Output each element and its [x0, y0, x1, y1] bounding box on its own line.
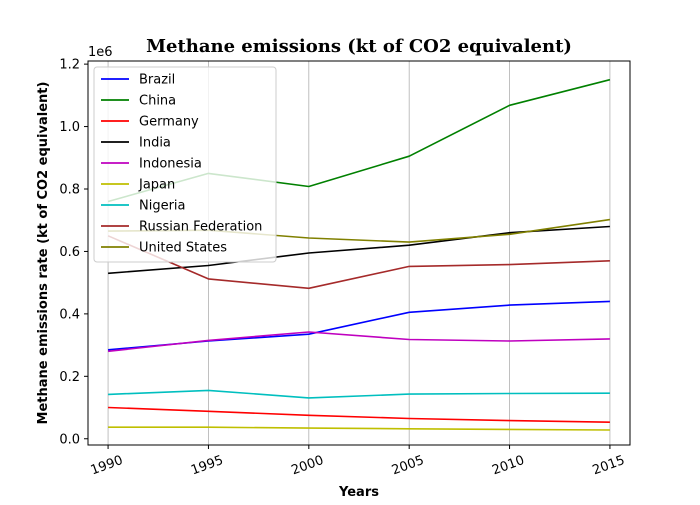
legend-label: China — [139, 94, 176, 109]
x-axis-label: Years — [338, 485, 379, 500]
series-line-nigeria — [108, 389, 610, 399]
y-tick-label: 0.2 — [59, 370, 80, 385]
legend-box — [93, 66, 277, 263]
series-line-russian-federation — [107, 235, 610, 290]
plot-frame — [87, 60, 631, 446]
y-axis-label: Methane emissions rate (kt of CO2 equiva… — [36, 82, 51, 425]
y-tick-label: 0.4 — [59, 307, 80, 322]
chart-title: Methane emissions (kt of CO2 equivalent) — [146, 36, 572, 57]
series-line-japan — [108, 426, 610, 431]
y-axis-ticks: 0.0 0.2 0.4 0.6 0.8 1.0 1.2 — [59, 58, 88, 447]
legend-label: Japan — [138, 178, 175, 193]
legend-label: Brazil — [139, 73, 175, 88]
series-line-germany — [108, 406, 610, 423]
y-tick-label: 1.2 — [59, 58, 80, 73]
y-tick-label: 0.0 — [59, 432, 80, 447]
legend: Brazil China Germany India Indonesia Japan Nig… — [93, 66, 277, 263]
series-line-indonesia — [108, 331, 610, 353]
y-offset-label: 1e6 — [88, 45, 113, 60]
y-tick-label: 0.6 — [59, 245, 80, 260]
legend-label: Nigeria — [139, 199, 186, 214]
legend-label: Russian Federation — [139, 220, 262, 235]
legend-label: United States — [139, 241, 227, 256]
legend-label: Indonesia — [139, 157, 202, 172]
y-tick-label: 0.8 — [59, 183, 80, 198]
legend-label: Germany — [139, 115, 199, 130]
legend-label: India — [139, 136, 171, 151]
y-tick-label: 1.0 — [59, 120, 80, 135]
